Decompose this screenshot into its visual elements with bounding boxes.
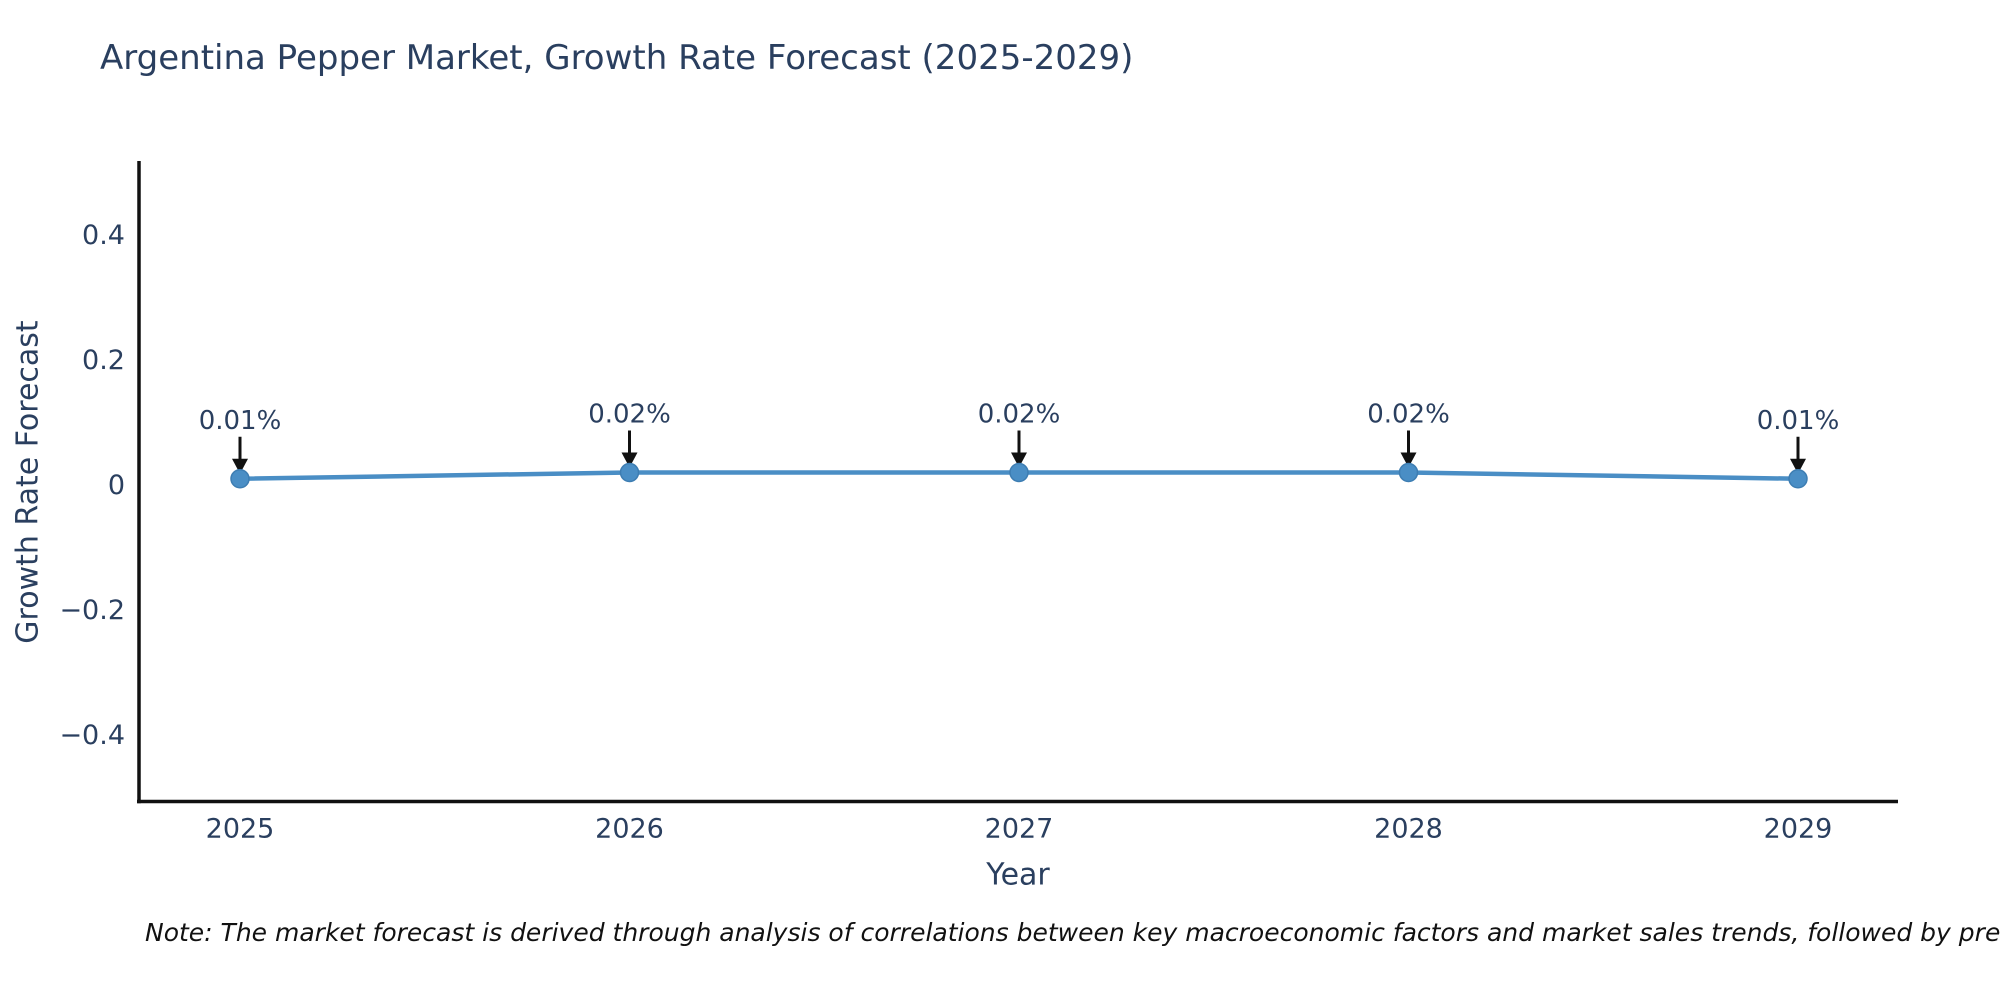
y-tick-label: 0.2 <box>82 345 125 376</box>
x-tick-label: 2025 <box>206 814 275 845</box>
footnote: Note: The market forecast is derived thr… <box>145 918 2000 947</box>
x-tick-label: 2028 <box>1374 814 1443 845</box>
y-tick-label: 0.4 <box>82 220 125 251</box>
y-tick-label: −0.2 <box>59 595 125 626</box>
data-point-marker <box>230 469 250 489</box>
chart-title: Argentina Pepper Market, Growth Rate For… <box>100 38 1134 78</box>
point-annotation-label: 0.02% <box>1367 400 1450 430</box>
x-tick-label: 2027 <box>985 814 1054 845</box>
point-annotation-label: 0.01% <box>1757 406 1840 436</box>
data-point-marker <box>1009 462 1029 483</box>
data-point-marker <box>1398 462 1419 483</box>
annotation-arrow-head <box>1011 452 1027 468</box>
y-tick-label: −0.4 <box>59 720 125 751</box>
data-point-marker <box>619 462 640 483</box>
annotation-arrow-head <box>1400 452 1417 468</box>
point-annotation-label: 0.02% <box>978 400 1061 430</box>
y-tick-label: 0 <box>108 470 125 501</box>
x-tick-label: 2026 <box>595 814 664 845</box>
x-axis-title: Year <box>986 857 1050 893</box>
annotation-arrow-head <box>1790 458 1806 474</box>
annotation-arrow-head <box>232 458 248 474</box>
point-annotation-label: 0.02% <box>588 400 671 430</box>
point-annotation-label: 0.01% <box>199 406 282 436</box>
annotation-arrow-head <box>621 452 638 468</box>
x-tick-label: 2029 <box>1764 814 1833 845</box>
data-point-marker <box>1788 469 1808 489</box>
